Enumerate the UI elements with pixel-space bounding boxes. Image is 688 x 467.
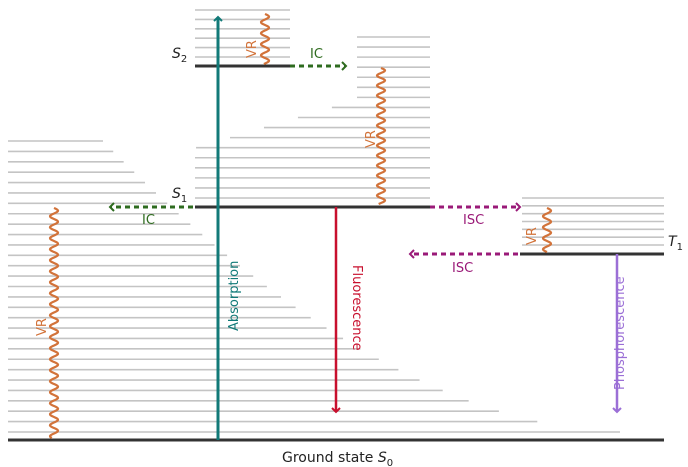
ground-state-label: Ground state S0 (282, 450, 393, 467)
s0-vibrational-levels (8, 140, 620, 433)
vr-s2-squiggle (259, 12, 271, 66)
vr-s0-squiggle (48, 206, 60, 439)
absorption-label: Absorption (227, 261, 242, 331)
ic-upper-label: IC (310, 47, 323, 62)
s1-vibrational-levels (195, 36, 430, 199)
phosphorescence-label: Phosphorescence (613, 276, 628, 390)
t1-label: T1 (668, 234, 683, 253)
vr-s1-squiggle (375, 66, 387, 206)
s1-label: S1 (172, 186, 187, 205)
vr-s2-label: VR (245, 40, 260, 58)
vr-s0-label: VR (35, 318, 50, 336)
vr-s1-label: VR (364, 130, 379, 148)
vr-t1-squiggle (541, 206, 553, 254)
s2-label: S2 (172, 46, 187, 65)
fluorescence-label: Fluorescence (349, 265, 364, 351)
ic-lower-label: IC (142, 213, 155, 228)
isc-reverse-label: ISC (452, 261, 473, 276)
isc-forward-label: ISC (463, 213, 484, 228)
s2-vibrational-levels (195, 9, 290, 58)
vr-t1-label: VR (525, 227, 540, 245)
